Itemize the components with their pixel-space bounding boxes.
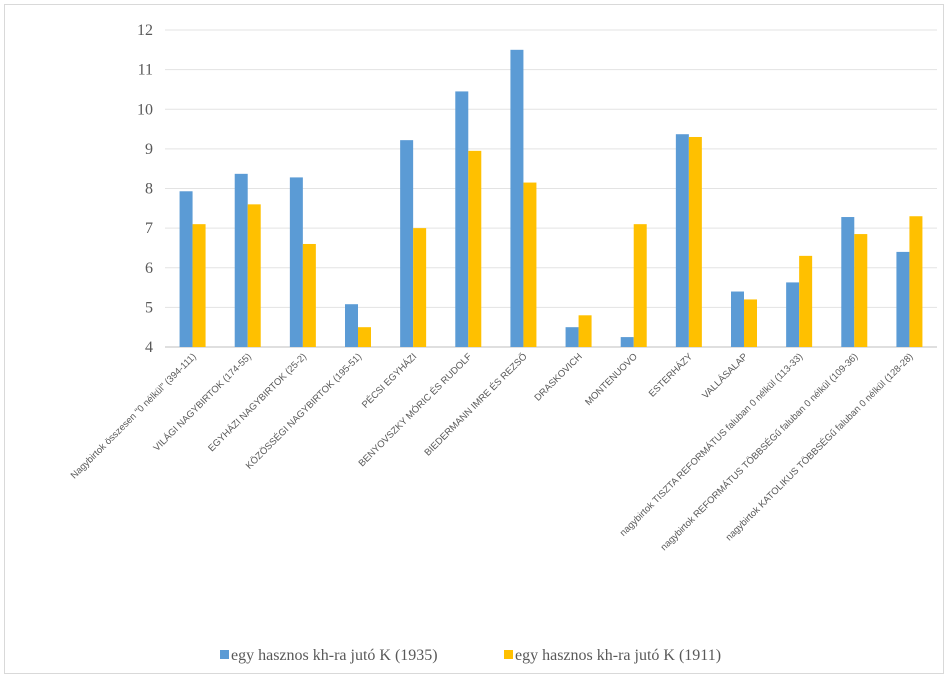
bar-1935 [400, 140, 414, 347]
y-tick-label: 4 [145, 339, 153, 356]
bar-1935 [786, 282, 800, 347]
bar-1911 [302, 243, 316, 347]
bar-1911 [744, 299, 757, 347]
bar-1935 [675, 134, 689, 347]
bar-1935 [731, 291, 744, 347]
bar-1911 [633, 224, 647, 347]
x-tick-label: EGYHÁZI NAGYBIRTOK (25-2) [206, 351, 309, 454]
bar-1911 [688, 136, 702, 347]
bar-1935 [896, 251, 910, 347]
y-tick-label: 12 [137, 22, 153, 39]
bar-1911 [909, 216, 923, 347]
y-tick-label: 6 [145, 260, 153, 277]
x-tick-label: KÖZÖSSÉGI NAGYBIRTOK (195-51) [244, 351, 364, 471]
bar-1911 [578, 315, 592, 347]
bar-1935 [565, 327, 579, 347]
bar-1935 [620, 337, 634, 347]
bar-1911 [468, 150, 482, 347]
bar-1911 [358, 327, 371, 347]
bar-1935 [455, 91, 469, 347]
bar-1935 [510, 49, 524, 347]
x-tick-label: DRASKOVICH [532, 351, 584, 403]
x-tick-label: VILÁGI NAGYBIRTOK (174-55) [151, 351, 253, 453]
legend-swatch-1911 [504, 650, 513, 659]
bars [179, 49, 923, 347]
y-tick-label: 11 [138, 62, 153, 79]
y-tick-label: 5 [145, 299, 153, 316]
legend: egy hasznos kh-ra jutó K (1935) egy hasz… [220, 647, 721, 664]
y-tick-label: 10 [137, 101, 153, 118]
gridlines [165, 29, 937, 348]
bar-1911 [854, 234, 868, 347]
x-tick-label: ESTERHÁZY [647, 351, 696, 400]
y-tick-label: 8 [145, 181, 153, 198]
bar-1935 [841, 217, 855, 347]
x-tick-label: PÉCSI EGYHÁZI [360, 351, 419, 410]
bar-1911 [799, 255, 813, 347]
legend-swatch-1935 [220, 650, 229, 659]
legend-label-1911: egy hasznos kh-ra jutó K (1911) [515, 647, 721, 664]
bar-1911 [247, 204, 261, 347]
y-tick-label: 7 [145, 220, 153, 237]
bar-1935 [289, 177, 303, 347]
bar-1935 [234, 173, 248, 347]
y-tick-label: 9 [145, 141, 153, 158]
x-tick-label: nagybirtok REFORMÁTUS TÖBBSÉGű faluban 0… [659, 351, 861, 553]
x-tick-label: VALLÁSALAP [700, 351, 750, 401]
x-tick-label: Nagybirtok összesen "0 nélkül" (394-111) [69, 351, 199, 481]
bar-1911 [413, 228, 427, 347]
bar-1911 [523, 182, 537, 347]
x-tick-label: nagybirtok TISZTA REFORMÁTUS faluban 0 n… [618, 351, 805, 538]
x-tick-label: BENYOVSZKY MÓRIC ÉS RUDOLF [357, 351, 475, 469]
x-tick-label: BIEDERMANN IMRE ÉS REZSŐ [422, 351, 529, 458]
x-tick-label: nagybirtok KATOLIKUS TÖBBSÉGű faluban 0 … [724, 351, 916, 543]
bar-1935 [345, 304, 358, 347]
legend-label-1935: egy hasznos kh-ra jutó K (1935) [231, 647, 438, 664]
bar-1911 [192, 224, 206, 347]
x-axis-ticks: Nagybirtok összesen "0 nélkül" (394-111)… [69, 351, 916, 553]
bar-1935 [179, 191, 193, 347]
y-axis-ticks: 4 5 6 7 8 9 10 11 12 [137, 22, 153, 356]
x-tick-label: MONTENUOVO [583, 351, 640, 408]
